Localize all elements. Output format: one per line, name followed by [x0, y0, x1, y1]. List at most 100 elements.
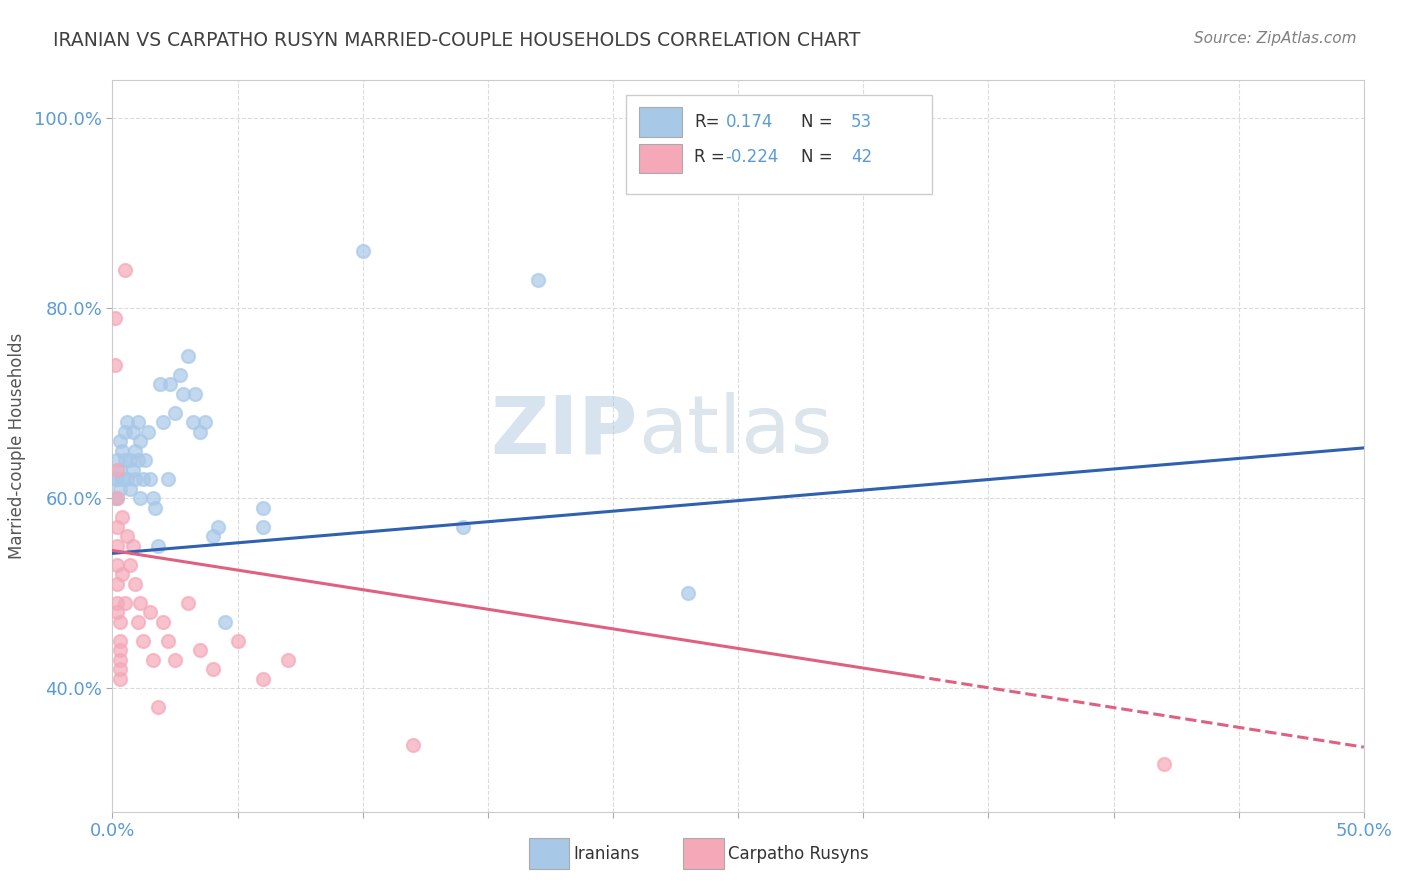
Point: [139, 605, 162, 619]
Point: [121, 539, 143, 553]
Point: [169, 368, 191, 382]
Point: [114, 453, 136, 467]
Point: [181, 415, 204, 429]
Point: [107, 491, 129, 506]
Point: [141, 653, 163, 667]
Point: [127, 615, 149, 629]
Point: [108, 653, 131, 667]
Point: [143, 500, 166, 515]
Point: [877, 140, 900, 154]
Text: atlas: atlas: [638, 392, 832, 470]
Point: [104, 310, 127, 325]
Text: Carpatho Rusyns: Carpatho Rusyns: [728, 845, 869, 863]
Text: N =: N =: [801, 148, 832, 166]
Point: [184, 386, 207, 401]
Point: [201, 529, 224, 543]
Point: [121, 463, 143, 477]
Text: 53: 53: [851, 113, 872, 131]
Point: [124, 472, 146, 486]
Point: [104, 358, 127, 372]
Point: [107, 596, 129, 610]
Point: [108, 643, 131, 657]
Point: [152, 615, 174, 629]
Point: [104, 491, 127, 506]
FancyBboxPatch shape: [626, 95, 932, 194]
Point: [107, 576, 129, 591]
Point: [114, 596, 136, 610]
Point: [117, 415, 139, 429]
Y-axis label: Married-couple Households: Married-couple Households: [7, 333, 25, 559]
Point: [352, 244, 374, 259]
Text: 0.174: 0.174: [725, 113, 773, 131]
Point: [194, 415, 217, 429]
Point: [108, 463, 131, 477]
Point: [149, 377, 172, 392]
Point: [252, 672, 274, 686]
Point: [107, 491, 129, 506]
Text: IRANIAN VS CARPATHO RUSYN MARRIED-COUPLE HOUSEHOLDS CORRELATION CHART: IRANIAN VS CARPATHO RUSYN MARRIED-COUPLE…: [53, 31, 860, 50]
Point: [146, 539, 169, 553]
Point: [111, 443, 134, 458]
Point: [131, 472, 153, 486]
Point: [252, 500, 274, 515]
Point: [114, 425, 136, 439]
Point: [108, 633, 131, 648]
Point: [136, 425, 159, 439]
Point: [159, 377, 181, 392]
Point: [107, 453, 129, 467]
Point: [131, 633, 153, 648]
Point: [114, 263, 136, 277]
Point: [108, 482, 131, 496]
Point: [201, 662, 224, 676]
Point: [527, 273, 550, 287]
Point: [111, 472, 134, 486]
Point: [156, 633, 179, 648]
Text: R =: R =: [695, 148, 725, 166]
Point: [118, 558, 141, 572]
FancyBboxPatch shape: [640, 144, 682, 173]
Point: [129, 491, 152, 506]
Text: Iranians: Iranians: [574, 845, 640, 863]
Text: 42: 42: [851, 148, 872, 166]
Text: N =: N =: [801, 113, 832, 131]
Point: [104, 472, 127, 486]
Point: [676, 586, 699, 600]
Point: [188, 643, 211, 657]
Point: [163, 406, 186, 420]
Point: [118, 453, 141, 467]
Text: R=: R=: [695, 113, 720, 131]
Point: [127, 415, 149, 429]
Point: [107, 558, 129, 572]
Point: [108, 662, 131, 676]
Point: [121, 425, 143, 439]
Point: [111, 567, 134, 582]
Point: [117, 472, 139, 486]
Point: [451, 520, 474, 534]
Point: [108, 434, 131, 449]
Point: [139, 472, 162, 486]
Point: [129, 596, 152, 610]
Point: [107, 520, 129, 534]
Point: [108, 615, 131, 629]
Point: [107, 539, 129, 553]
Text: -0.224: -0.224: [725, 148, 779, 166]
Point: [188, 425, 211, 439]
Point: [124, 576, 146, 591]
Point: [252, 520, 274, 534]
Point: [207, 520, 229, 534]
Text: ZIP: ZIP: [491, 392, 638, 470]
Point: [141, 491, 163, 506]
Text: Source: ZipAtlas.com: Source: ZipAtlas.com: [1194, 31, 1357, 46]
Point: [277, 653, 299, 667]
Point: [226, 633, 249, 648]
Point: [108, 672, 131, 686]
Point: [127, 453, 149, 467]
Point: [156, 472, 179, 486]
Point: [129, 434, 152, 449]
Point: [107, 472, 129, 486]
Point: [152, 415, 174, 429]
Point: [124, 443, 146, 458]
Point: [111, 510, 134, 524]
Point: [107, 605, 129, 619]
Point: [134, 453, 156, 467]
